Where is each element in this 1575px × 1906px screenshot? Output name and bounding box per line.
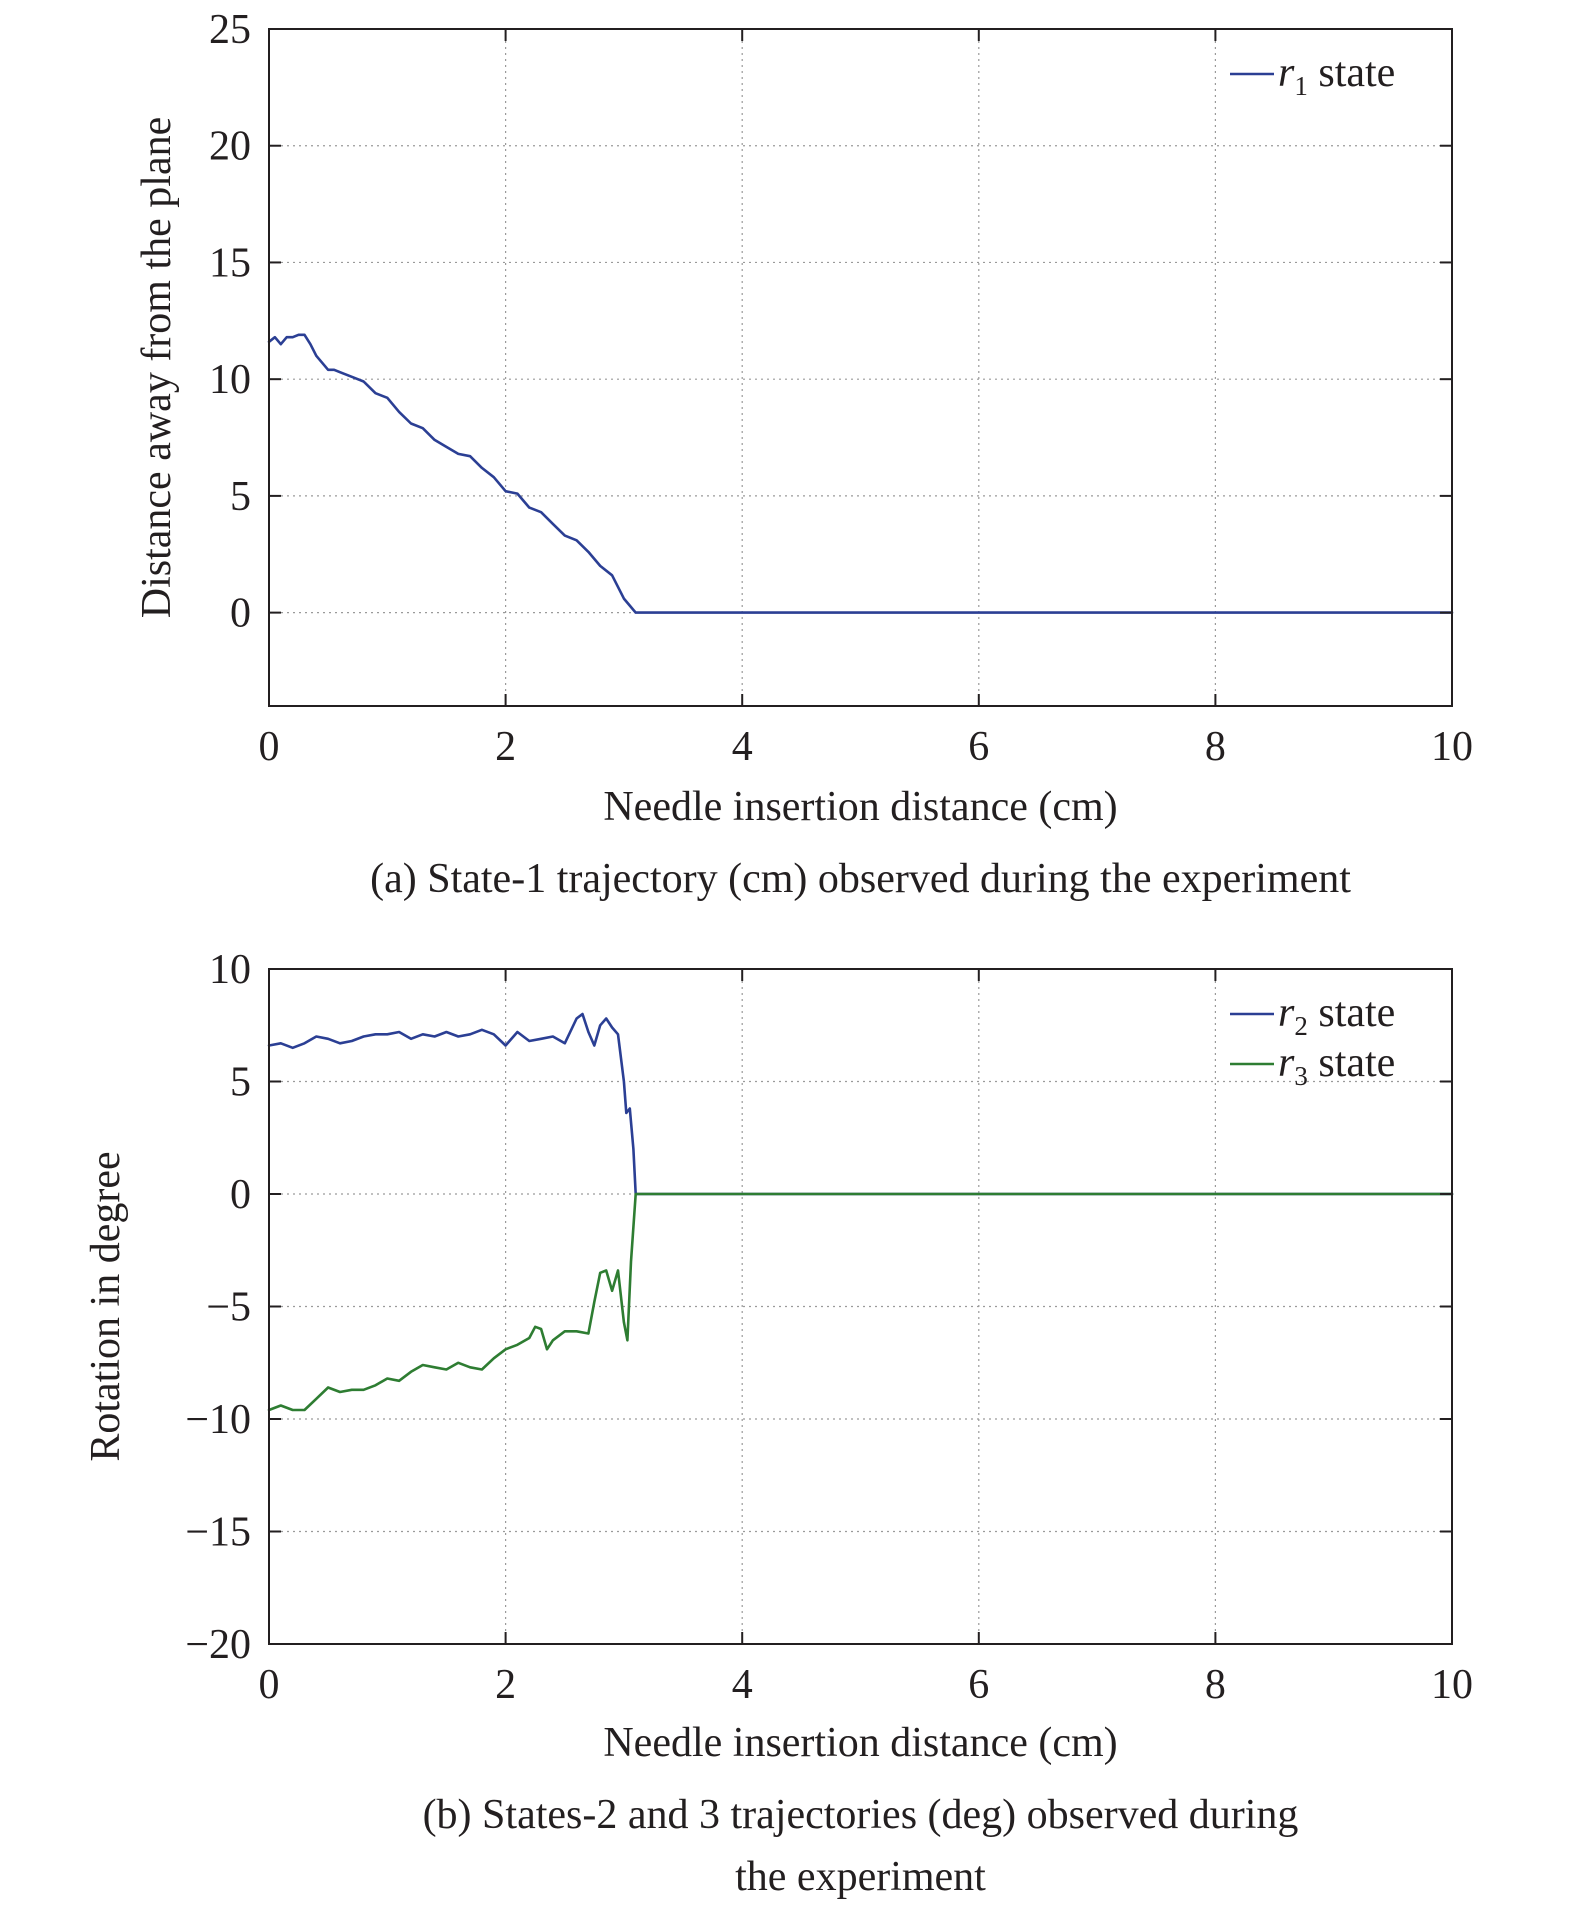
y-tick-label-b-0: 10 — [209, 947, 251, 993]
caption-b-line-2: the experiment — [735, 1854, 986, 1900]
x-tick-label-a-4: 8 — [1205, 724, 1226, 770]
plot-frame-a — [268, 28, 1453, 707]
x-tick-label-b-5: 10 — [1431, 1662, 1473, 1708]
legend-label-a-1: r1 state — [1278, 50, 1395, 101]
y-tick-label-b-5: −15 — [185, 1510, 251, 1556]
x-tick-label-a-2: 4 — [732, 724, 753, 770]
caption-a: (a) State-1 trajectory (cm) observed dur… — [370, 856, 1351, 902]
series-layer-b — [267, 1012, 1454, 1412]
x-axis-label-a: Needle insertion distance (cm) — [603, 784, 1117, 830]
x-tick-label-b-1: 2 — [495, 1662, 516, 1708]
y-tick-label-b-2: 0 — [230, 1172, 251, 1218]
y-axis-label-a: Distance away from the plane — [134, 117, 180, 618]
y-tick-label-b-4: −10 — [185, 1397, 251, 1443]
y-tick-label-a-5: 25 — [209, 7, 251, 53]
x-tick-label-b-3: 6 — [968, 1662, 989, 1708]
y-tick-label-a-4: 20 — [209, 124, 251, 170]
series-line-b-1 — [267, 1012, 1454, 1196]
series-line-a-1 — [267, 333, 1454, 614]
x-tick-label-a-0: 0 — [259, 724, 280, 770]
legend-label-b-2: r3 state — [1278, 1040, 1395, 1091]
ticks-b: 0 2 4 6 8 10 10 5 0 −5 −10 −15 −20 — [185, 947, 1473, 1708]
x-tick-label-a-1: 2 — [495, 724, 516, 770]
ticks-a: 0 2 4 6 8 10 0 5 10 15 20 25 — [209, 7, 1473, 770]
series-layer-a — [267, 333, 1454, 614]
y-tick-label-b-6: −20 — [185, 1622, 251, 1668]
y-tick-label-a-1: 5 — [230, 474, 251, 520]
y-axis-label-b: Rotation in degree — [83, 1151, 129, 1461]
x-tick-label-a-5: 10 — [1431, 724, 1473, 770]
y-tick-label-a-0: 0 — [230, 591, 251, 637]
legend-label-b-1: r2 state — [1278, 990, 1395, 1041]
y-tick-label-a-2: 10 — [209, 357, 251, 403]
x-tick-label-b-0: 0 — [259, 1662, 280, 1708]
x-tick-label-b-4: 8 — [1205, 1662, 1226, 1708]
chart-panel-a: 0 2 4 6 8 10 0 5 10 15 20 25 r1 state Needle insert… — [134, 7, 1473, 902]
plot-frame-b — [268, 968, 1453, 1645]
series-line-b-2 — [267, 1192, 1454, 1412]
grid-a — [268, 28, 1453, 706]
legend-a: r1 state — [1230, 50, 1395, 101]
x-tick-label-a-3: 6 — [968, 724, 989, 770]
y-tick-label-b-3: −5 — [206, 1285, 251, 1331]
grid-b — [268, 968, 1453, 1645]
caption-b-line-1: (b) States-2 and 3 trajectories (deg) ob… — [423, 1792, 1299, 1838]
y-tick-label-a-3: 15 — [209, 240, 251, 286]
x-axis-label-b: Needle insertion distance (cm) — [603, 1720, 1117, 1766]
y-tick-label-b-1: 5 — [230, 1060, 251, 1106]
x-tick-label-b-2: 4 — [732, 1662, 753, 1708]
